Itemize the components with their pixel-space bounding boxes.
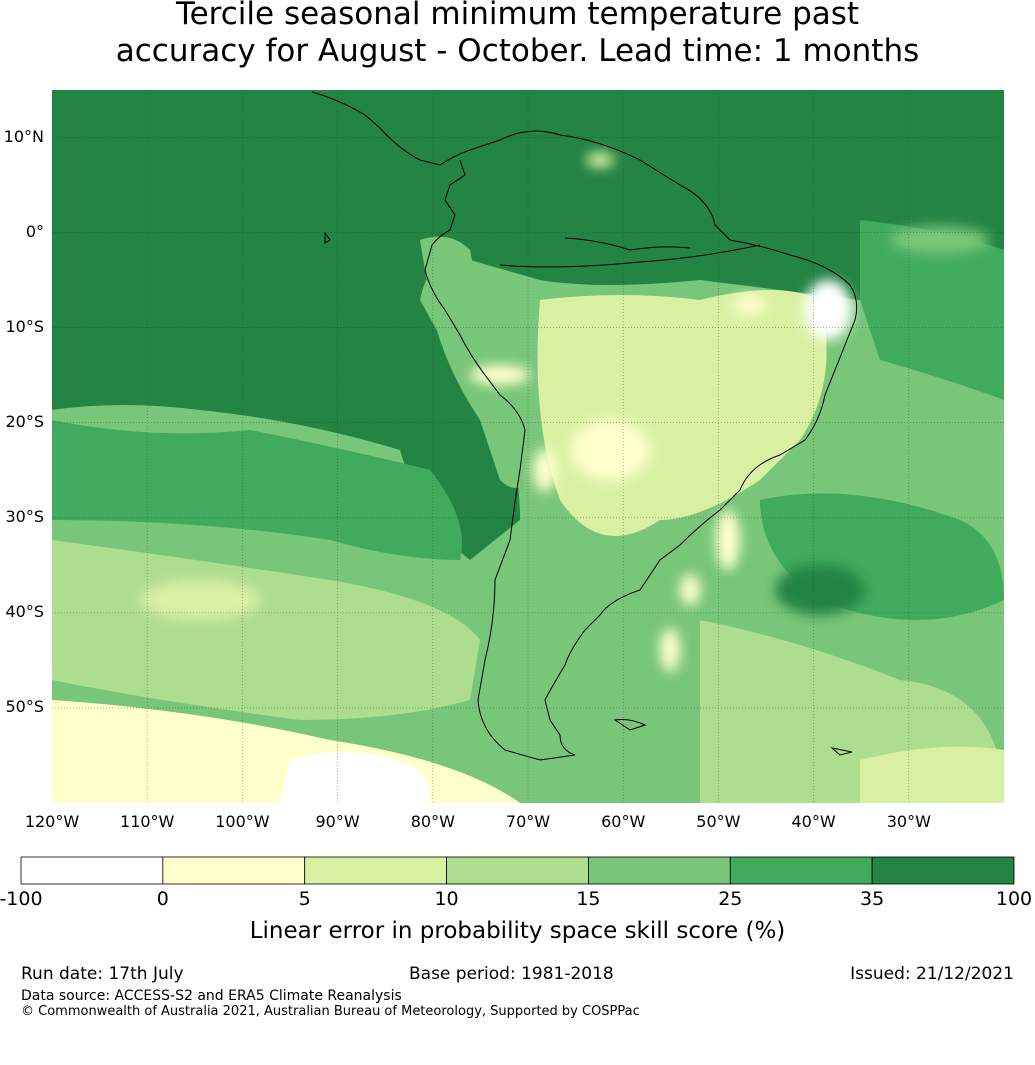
lat-label: 40°S	[5, 601, 44, 621]
lat-label: 30°S	[5, 506, 44, 526]
colorbar-tick-label: -100	[0, 888, 43, 910]
lon-label: 70°W	[505, 812, 551, 831]
gridlines	[52, 90, 1004, 803]
colorbar-tick-label: 35	[860, 888, 885, 910]
run-date: Run date: 17th July	[21, 964, 184, 984]
colorbar-segment	[162, 856, 306, 885]
chart-title: Tercile seasonal minimum temperature pas…	[0, 0, 1035, 70]
colorbar-label: Linear error in probability space skill …	[249, 918, 786, 944]
lat-label: 10°S	[5, 316, 44, 336]
colorbar-segment	[20, 856, 164, 885]
lon-label: 30°W	[886, 812, 931, 831]
base-period: Base period: 1981-2018	[409, 964, 614, 984]
lat-label: 20°S	[5, 411, 44, 431]
colorbar-tick-label: 0	[156, 888, 169, 910]
colorbar-segment	[446, 856, 589, 885]
data-source: Data source: ACCESS-S2 and ERA5 Climate …	[21, 988, 402, 1004]
colorbar-tick-label: 25	[718, 888, 743, 910]
issued-date: Issued: 21/12/2021	[850, 964, 1014, 984]
copyright: © Commonwealth of Australia 2021, Austra…	[21, 1004, 640, 1019]
colorbar-tick-label: 5	[298, 888, 311, 910]
lon-label: 40°W	[791, 812, 836, 831]
title-line-2: accuracy for August - October. Lead time…	[115, 33, 920, 69]
colorbar	[20, 856, 1015, 885]
lat-label: 0°	[25, 221, 44, 241]
colorbar-segment	[588, 856, 731, 885]
colorbar-segment	[729, 856, 873, 885]
coastline	[311, 91, 858, 761]
lon-label: 110°W	[120, 812, 175, 831]
lat-label: 10°N	[3, 126, 44, 146]
lat-label: 50°S	[5, 696, 44, 716]
lon-label: 50°W	[696, 812, 741, 831]
colorbar-tick-label: 100	[995, 888, 1033, 910]
colorbar-tick-label: 15	[576, 888, 601, 910]
colorbar-segment	[304, 856, 447, 885]
lon-label: 80°W	[410, 812, 455, 831]
colorbar-segment	[871, 856, 1015, 885]
lon-label: 90°W	[315, 812, 360, 831]
skill-field	[52, 90, 1004, 803]
lon-label: 120°W	[24, 812, 80, 831]
lon-label: 60°W	[601, 812, 646, 831]
lon-label: 100°W	[215, 812, 270, 831]
colorbar-tick-label: 10	[434, 888, 459, 910]
title-line-1: Tercile seasonal minimum temperature pas…	[175, 0, 860, 32]
